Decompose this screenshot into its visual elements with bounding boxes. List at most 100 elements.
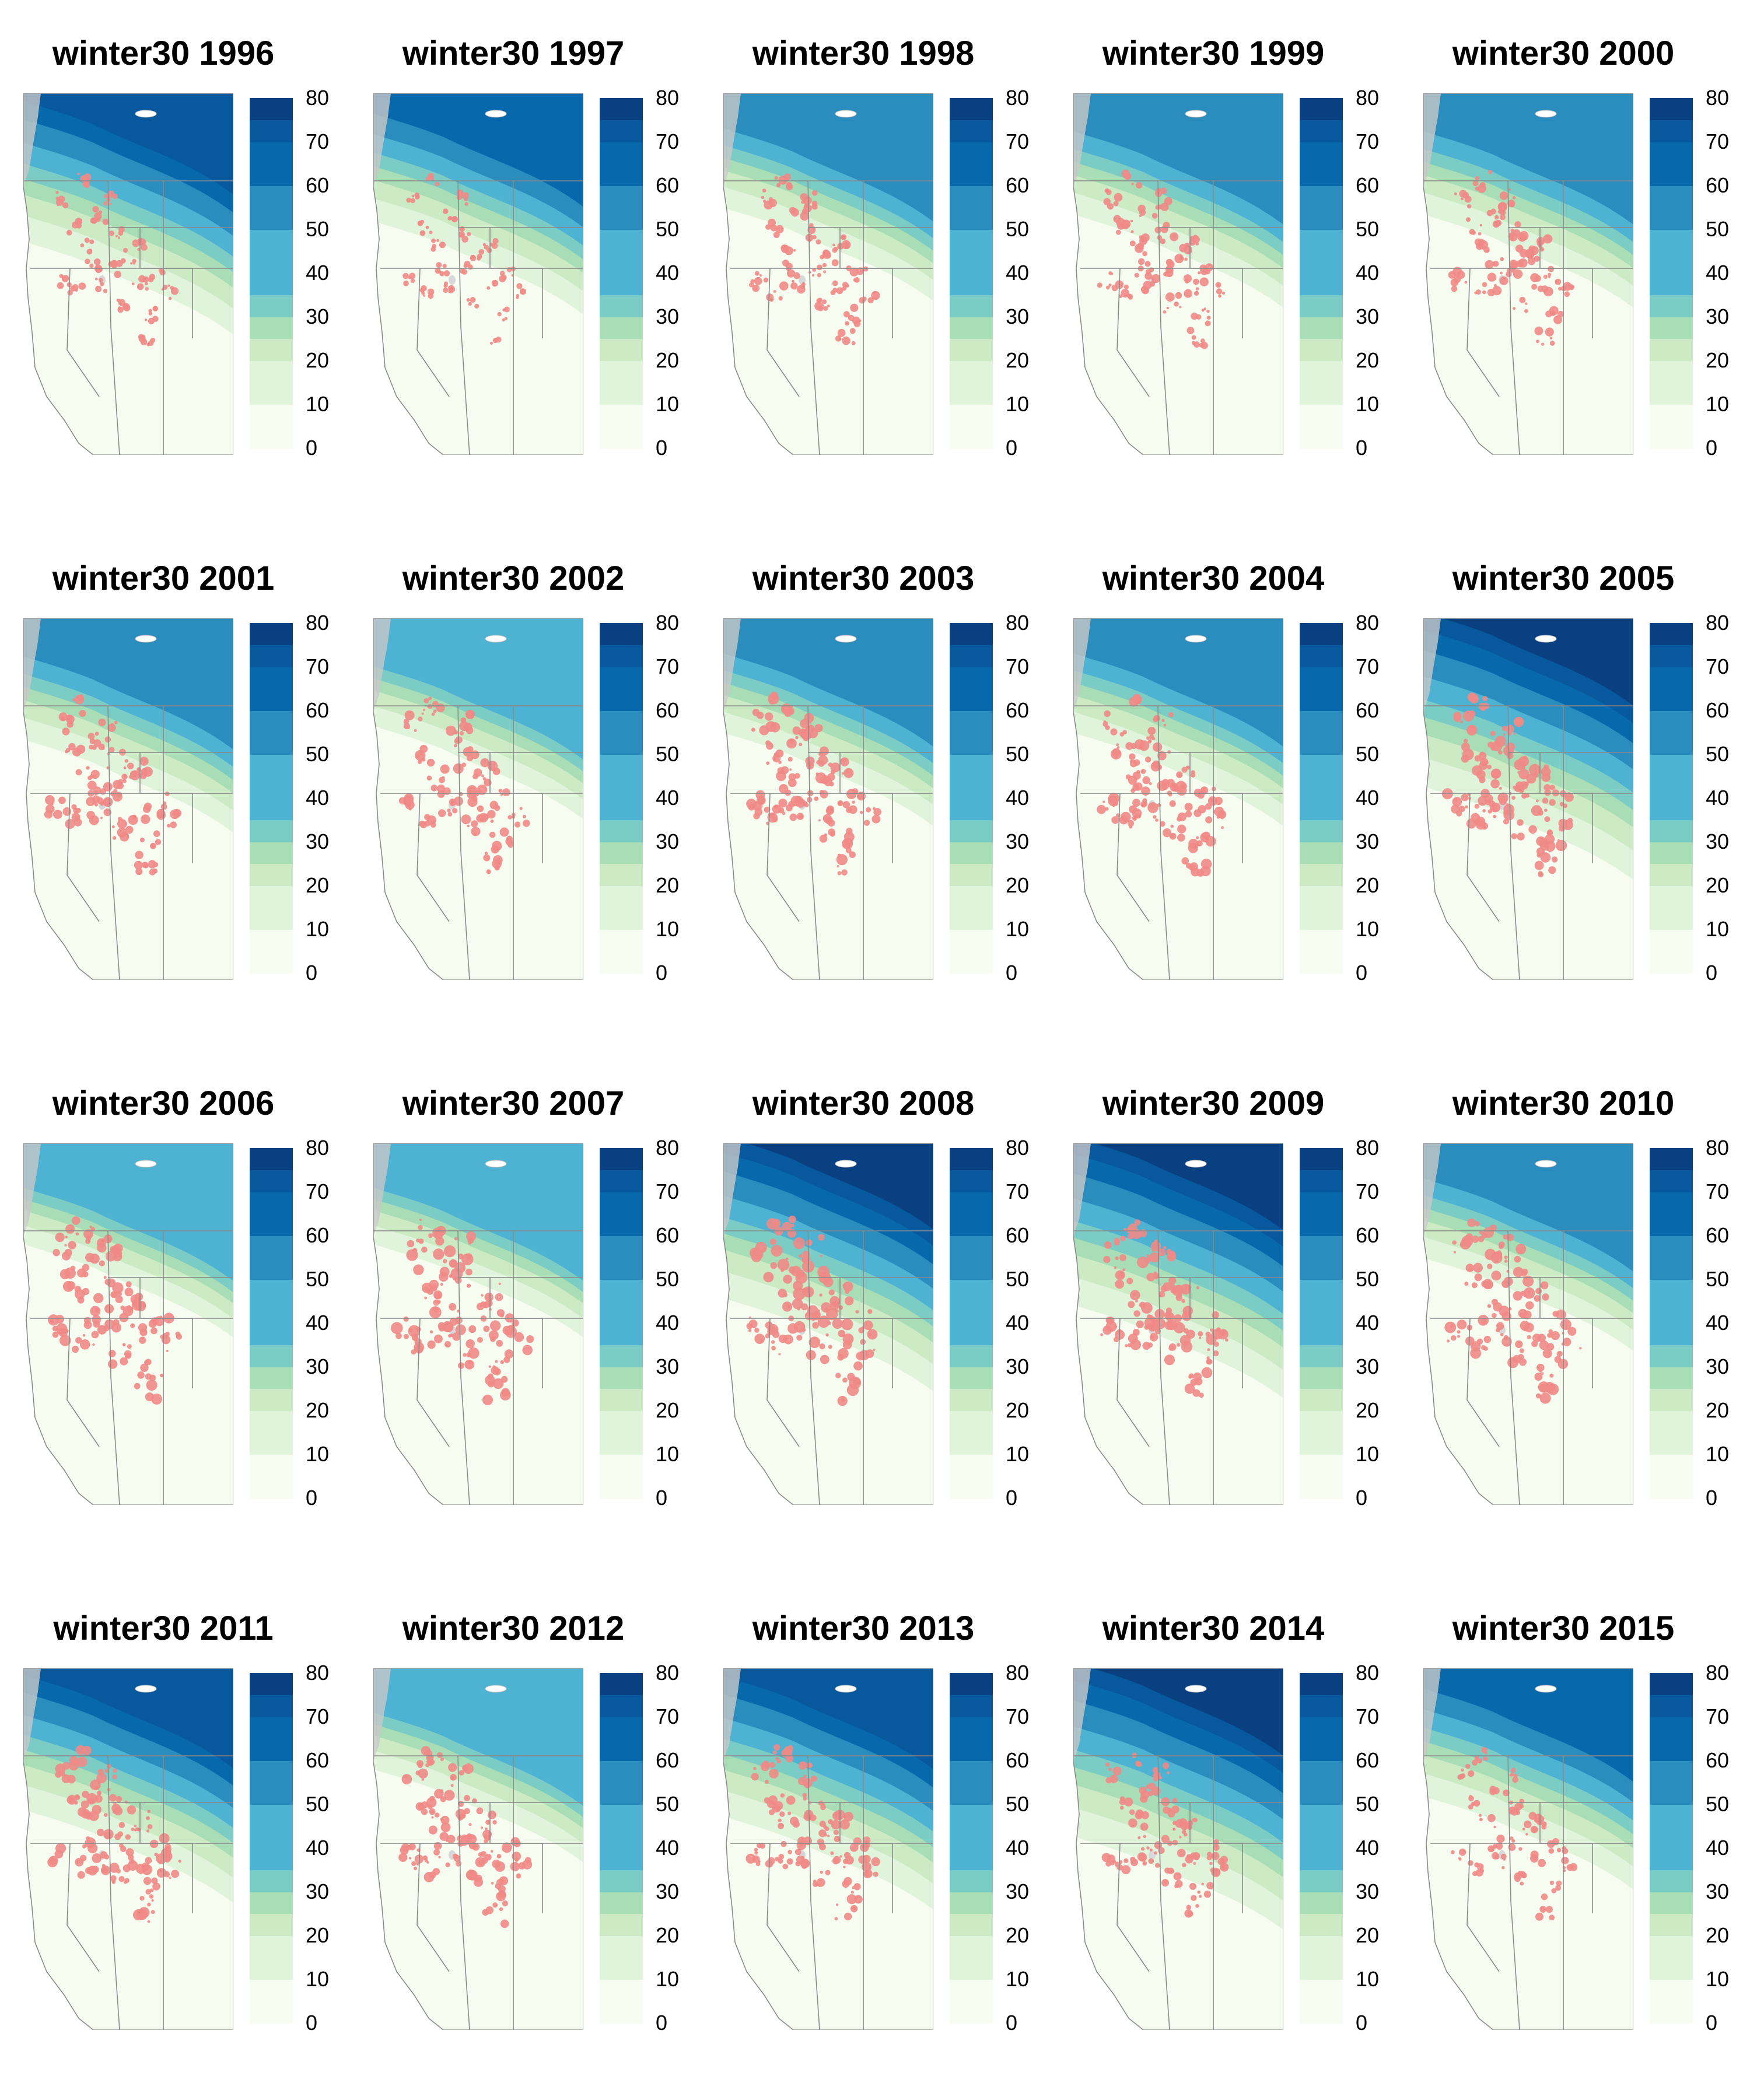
lake xyxy=(799,275,806,285)
outbreak-patch xyxy=(809,1763,813,1768)
outbreak-patch xyxy=(1514,1872,1521,1880)
state-boundary xyxy=(107,1230,120,1505)
outbreak-patch xyxy=(141,1862,150,1871)
outbreak-patch xyxy=(1188,1374,1193,1379)
outbreak-patch xyxy=(1130,760,1138,768)
legend-swatch xyxy=(1650,798,1693,820)
outbreak-patch xyxy=(792,279,794,283)
outbreak-patch xyxy=(136,283,144,290)
legend-tick-label: 20 xyxy=(306,873,330,897)
legend-swatch xyxy=(600,295,643,317)
outbreak-patch xyxy=(461,1253,474,1266)
outbreak-patch xyxy=(103,782,113,792)
outbreak-patch xyxy=(1479,182,1486,188)
outbreak-patch xyxy=(1128,1233,1133,1240)
outbreak-patch xyxy=(120,1357,128,1366)
outbreak-patch xyxy=(1163,310,1167,314)
snow-map xyxy=(723,1143,933,1505)
outbreak-patch xyxy=(48,1856,58,1866)
snow-band xyxy=(1423,618,1633,706)
lake xyxy=(135,1160,157,1168)
state-boundary xyxy=(139,752,193,863)
outbreak-patch xyxy=(495,1293,503,1301)
outbreak-patch xyxy=(806,762,814,770)
state-boundary xyxy=(839,1278,893,1388)
outbreak-patch xyxy=(139,757,149,766)
map-outline xyxy=(1423,1143,1633,1505)
map-panel-2000: winter30 2000 0 10 20 30 40 50 60 70 80 xyxy=(1400,0,1750,525)
legend-tick-label: 0 xyxy=(1706,1486,1718,1510)
legend-tick-label: 80 xyxy=(656,611,680,635)
outbreak-patch xyxy=(814,1882,818,1887)
legend-swatch xyxy=(1650,317,1693,339)
legend-tick-label: 0 xyxy=(1006,961,1018,985)
outbreak-patch xyxy=(124,1287,134,1297)
outbreak-patch xyxy=(482,1394,494,1405)
outbreak-patch xyxy=(752,1855,760,1863)
outbreak-patch xyxy=(1201,1367,1213,1378)
outbreak-patch xyxy=(801,1303,808,1311)
outbreak-patch xyxy=(421,757,426,762)
legend-swatch xyxy=(1650,1170,1693,1192)
outbreak-patch xyxy=(1537,810,1544,816)
legend-swatch xyxy=(950,404,993,426)
outbreak-patch xyxy=(1140,1794,1148,1803)
legend-swatch xyxy=(250,1301,293,1324)
outbreak-patch xyxy=(465,709,475,719)
outbreak-patch xyxy=(825,807,834,815)
legend-swatch xyxy=(1650,426,1693,449)
outbreak-patch xyxy=(407,726,410,729)
outbreak-patch xyxy=(1148,1858,1154,1864)
outbreak-patch xyxy=(1184,1284,1191,1292)
state-boundary xyxy=(1466,1843,1500,1972)
outbreak-patch xyxy=(1185,810,1192,818)
legend-swatch xyxy=(950,820,993,842)
outbreak-patch xyxy=(818,751,824,757)
state-boundary xyxy=(457,1755,470,2030)
outbreak-patch xyxy=(104,1854,110,1860)
outbreak-patch xyxy=(1117,222,1125,230)
outbreak-patch xyxy=(1121,169,1130,178)
outbreak-patch xyxy=(430,785,438,792)
legend-tick-label: 80 xyxy=(306,611,330,635)
outbreak-patch xyxy=(492,1902,498,1908)
legend-swatch xyxy=(250,317,293,339)
state-boundary xyxy=(1157,705,1170,980)
outbreak-patch xyxy=(137,237,145,246)
outbreak-patch xyxy=(116,260,123,267)
outbreak-patch xyxy=(403,718,410,724)
outbreak-patch xyxy=(873,296,877,300)
legend-tick-label: 40 xyxy=(1006,1836,1030,1860)
outbreak-patch xyxy=(1471,1282,1478,1289)
outbreak-patch xyxy=(1499,797,1507,806)
outbreak-patch xyxy=(1500,1853,1507,1860)
coastline xyxy=(23,1143,41,1237)
outbreak-patch xyxy=(1457,1774,1463,1780)
legend-swatch xyxy=(250,142,293,164)
outbreak-patch xyxy=(1124,1228,1126,1231)
panel-title: winter30 2002 xyxy=(402,559,625,597)
outbreak-patch xyxy=(1195,287,1199,291)
outbreak-patch xyxy=(480,1301,487,1308)
outbreak-patch xyxy=(104,194,108,199)
outbreak-patch xyxy=(853,278,858,282)
legend-swatch xyxy=(950,229,993,251)
outbreak-patch xyxy=(807,1305,818,1317)
legend-swatch xyxy=(950,1367,993,1389)
snow-map xyxy=(23,618,233,980)
outbreak-patch xyxy=(117,817,123,821)
legend-swatch xyxy=(250,688,293,711)
outbreak-patch xyxy=(746,799,757,809)
outbreak-patch xyxy=(1537,285,1544,292)
legend-tick-label: 30 xyxy=(1006,1354,1030,1378)
legend-swatch xyxy=(600,907,643,930)
outbreak-patch xyxy=(831,1824,835,1828)
legend-swatch xyxy=(600,842,643,864)
outbreak-patch xyxy=(429,1808,436,1815)
outbreak-patch xyxy=(1508,1806,1517,1815)
outbreak-patch xyxy=(1142,776,1150,785)
legend-swatch xyxy=(250,2001,293,2024)
outbreak-patch xyxy=(1513,785,1516,789)
legend-tick-label: 60 xyxy=(1356,1223,1380,1247)
outbreak-patch xyxy=(1184,279,1189,284)
